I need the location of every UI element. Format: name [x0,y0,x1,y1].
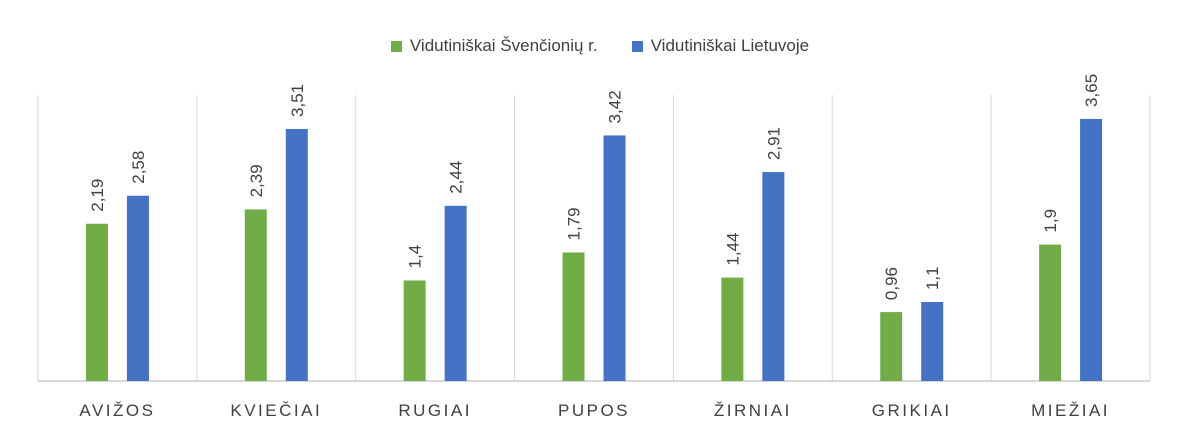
category-label: ŽIRNIAI [714,401,792,420]
data-label: 3,42 [606,90,625,123]
legend-item-national: Vidutiniškai Lietuvoje [631,36,810,56]
data-label: 2,91 [764,127,783,160]
legend-label-national: Vidutiniškai Lietuvoje [650,36,810,55]
bar [403,280,426,381]
bar [562,252,585,381]
bar [721,277,744,381]
data-label: 3,65 [1082,74,1101,107]
bar [244,209,267,381]
data-label: 1,79 [565,207,584,240]
legend-swatch-local [390,40,402,52]
legend-item-local: Vidutiniškai Švenčionių r. [390,36,598,56]
data-label: 2,44 [447,161,466,194]
bar [762,172,785,381]
bar [1080,118,1103,382]
bar [880,312,903,381]
legend: Vidutiniškai Švenčionių r. Vidutiniškai … [0,33,1200,59]
legend-swatch-national [631,40,643,52]
bar [444,205,467,381]
bar [603,135,626,381]
bar [126,195,149,381]
category-label: AVIŽOS [79,401,155,420]
data-label: 2,39 [247,164,266,197]
data-label: 3,51 [288,84,307,117]
data-label: 1,4 [406,245,425,269]
category-label: MIEŽIAI [1031,401,1110,420]
data-label: 2,58 [129,151,148,184]
bar [921,302,944,381]
bar [85,223,108,381]
bar [285,128,308,381]
data-label: 0,96 [882,267,901,300]
category-label: PUPOS [558,401,630,420]
category-label: RUGIAI [398,401,472,420]
legend-label-local: Vidutiniškai Švenčionių r. [409,36,598,55]
data-label: 2,19 [88,179,107,212]
data-label: 1,1 [923,266,942,290]
category-label: GRIKIAI [872,401,952,420]
bar [1039,244,1062,381]
category-label: KVIEČIAI [230,401,322,420]
data-label: 1,9 [1041,209,1060,233]
data-label: 1,44 [723,233,742,266]
